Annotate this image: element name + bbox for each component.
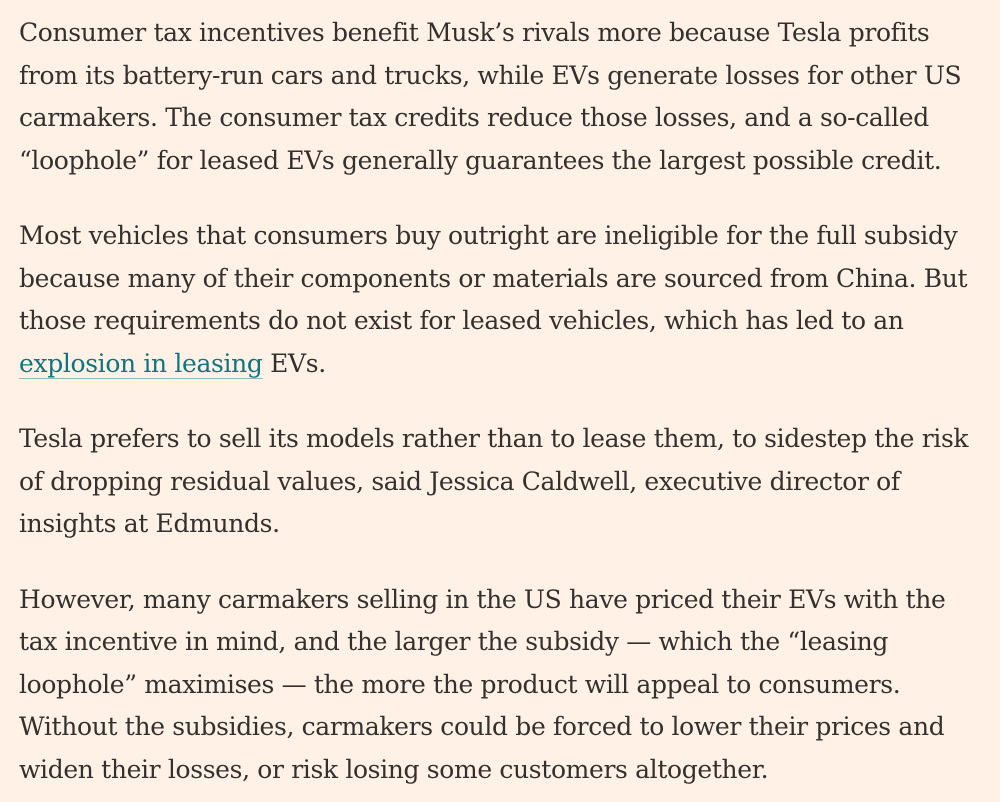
paragraph-pricing: However, many carmakers selling in the U…: [19, 584, 946, 784]
paragraph-leasing-text-before: Most vehicles that consumers buy outrigh…: [19, 221, 968, 335]
paragraph-leasing-text-after: EVs.: [262, 348, 326, 378]
paragraph-leasing: Most vehicles that consumers buy outrigh…: [19, 215, 982, 385]
paragraph-tax-incentives: Consumer tax incentives benefit Musk’s r…: [19, 18, 962, 175]
paragraph-tesla-preference: Tesla prefers to sell its models rather …: [19, 424, 969, 538]
explosion-in-leasing-link[interactable]: explosion in leasing: [19, 348, 263, 379]
